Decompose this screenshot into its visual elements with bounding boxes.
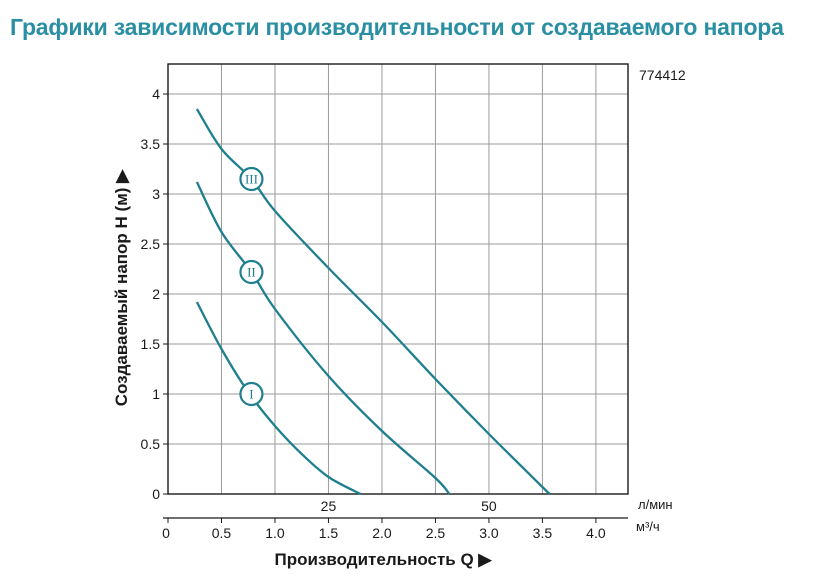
badge-circle: [239, 259, 264, 285]
y-tick-labels: 0 0.5 1 1.5 2 2.5 3 3.5 4: [141, 86, 168, 502]
curve-badge-II: II: [239, 259, 264, 285]
badge-circle: [239, 381, 264, 407]
model-code: 774412: [639, 67, 686, 83]
m3h-tick-label: 1.0: [265, 525, 285, 541]
y-tick-label: 0: [152, 486, 160, 502]
y-tick-label: 2.5: [141, 236, 161, 252]
x-axis-title-text: Производительность Q: [275, 550, 474, 569]
lmin-unit-label: л/мин: [638, 497, 673, 512]
y-tick-label: 3.5: [141, 136, 161, 152]
m3h-tick-label: 4.0: [586, 525, 606, 541]
y-axis-title-text: Создаваемый напор H (м): [112, 188, 131, 407]
y-tick-label: 0.5: [141, 436, 161, 452]
y-axis-title: Создаваемый напор H (м) ▶: [112, 169, 131, 406]
y-tick-label: 2: [152, 286, 160, 302]
badge-label: I: [249, 387, 253, 402]
m3h-tick-label: 2.5: [426, 525, 446, 541]
curves: [195, 108, 551, 496]
lmin-tick-label: 25: [321, 498, 337, 514]
badge-label: III: [245, 172, 258, 187]
page-title: Графики зависимости производительности о…: [10, 14, 784, 40]
m3h-tick-label: 1.5: [319, 525, 339, 541]
m3h-tick-label: 0: [162, 525, 170, 541]
curve-I: [195, 301, 362, 496]
y-tick-label: 1: [152, 386, 160, 402]
y-tick-label: 1.5: [141, 336, 161, 352]
lmin-tick-label: 50: [481, 498, 497, 514]
y-tick-label: 4: [152, 86, 160, 102]
m3h-tick-label: 3.5: [533, 525, 553, 541]
m3h-axis: 0 0.5 1.0 1.5 2.0 2.5 3.0 3.5 4.0: [162, 517, 628, 541]
curve-III: [195, 108, 551, 496]
grid-lines: [168, 64, 628, 494]
lmin-tick-labels: 25 50: [321, 498, 497, 514]
badge-label: II: [247, 265, 256, 280]
m3h-tick-label: 3.0: [479, 525, 499, 541]
y-tick-label: 3: [152, 186, 160, 202]
curve-badge-III: III: [239, 166, 264, 192]
x-axis-title: Производительность Q ▶: [275, 550, 493, 569]
m3h-tick-label: 2.0: [372, 525, 392, 541]
plot-frame: [167, 63, 629, 495]
m3h-tick-label: 0.5: [212, 525, 232, 541]
m3h-unit-label: м³/ч: [636, 519, 660, 534]
curve-badge-I: I: [239, 381, 264, 407]
badge-circle: [239, 166, 264, 192]
curve-II: [195, 181, 451, 495]
